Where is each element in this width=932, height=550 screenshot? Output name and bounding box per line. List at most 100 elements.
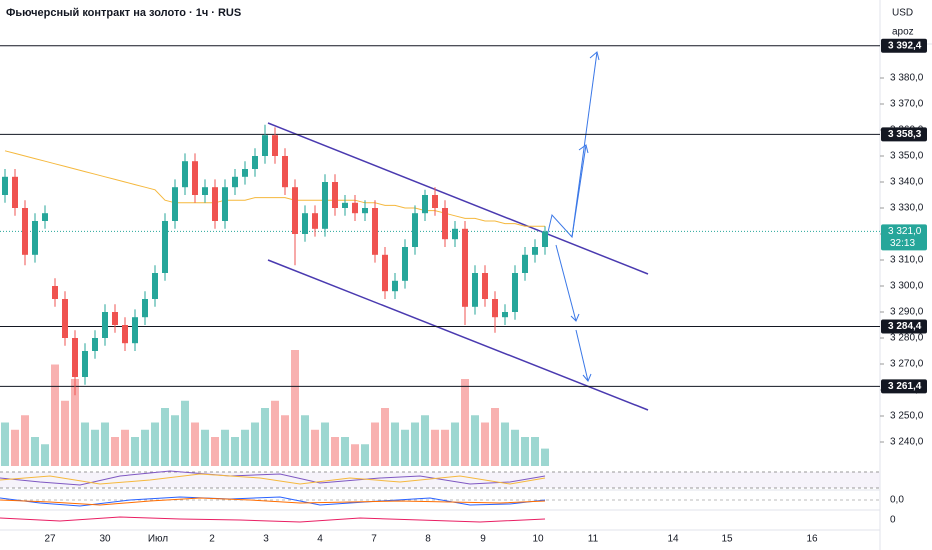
x-tick-label: 8 bbox=[425, 534, 431, 545]
candle-body bbox=[252, 156, 258, 169]
candle-body bbox=[182, 161, 188, 188]
candle-body bbox=[42, 213, 48, 221]
volume-bar bbox=[311, 429, 319, 466]
volume-bar bbox=[31, 437, 39, 466]
volume-bar bbox=[421, 415, 429, 466]
volume-bar bbox=[391, 422, 399, 466]
volume-bar bbox=[1, 422, 9, 466]
y-tick-label: 3 290,0 bbox=[890, 307, 924, 318]
y-tick-label: 3 370,0 bbox=[890, 99, 924, 110]
candle-body bbox=[462, 228, 468, 307]
candle-body bbox=[502, 312, 508, 318]
candle-body bbox=[12, 176, 18, 208]
volume-bar bbox=[351, 444, 359, 466]
candle-body bbox=[482, 273, 488, 299]
volume-bar bbox=[501, 422, 509, 466]
volume-bar bbox=[461, 379, 469, 466]
moving-average bbox=[4, 150, 545, 227]
indicator-label: 0 bbox=[890, 515, 896, 526]
y-tick-label: 3 240,0 bbox=[890, 437, 924, 448]
y-tick-label: 3 280,0 bbox=[890, 333, 924, 344]
volume-bar bbox=[71, 379, 79, 466]
candle-body bbox=[52, 286, 58, 299]
account[interactable]: apoz bbox=[892, 27, 914, 38]
y-tick-label: 3 250,0 bbox=[890, 411, 924, 422]
y-tick-label: 3 330,0 bbox=[890, 203, 924, 214]
volume-bar bbox=[341, 437, 349, 466]
candle-body bbox=[532, 247, 538, 255]
candle-body bbox=[352, 202, 358, 214]
volume-bar bbox=[531, 437, 539, 466]
volume-bar bbox=[541, 448, 549, 466]
volume-bar bbox=[231, 437, 239, 466]
currency[interactable]: USD bbox=[892, 8, 913, 19]
volume-bar bbox=[471, 415, 479, 466]
candle-body bbox=[132, 317, 138, 344]
volume-bar bbox=[11, 429, 19, 466]
candle-body bbox=[432, 195, 438, 208]
candle-body bbox=[172, 187, 178, 221]
volume-bar bbox=[381, 408, 389, 466]
x-tick-label: 4 bbox=[317, 534, 323, 545]
candle-body bbox=[332, 182, 338, 208]
candle-body bbox=[402, 247, 408, 281]
level-label: 3 392,4 bbox=[888, 40, 922, 51]
volume-bar bbox=[161, 408, 169, 466]
level-label: 3 261,4 bbox=[888, 381, 922, 392]
x-tick-label: 7 bbox=[371, 534, 377, 545]
level-label-box bbox=[881, 319, 927, 334]
volume-bar bbox=[261, 408, 269, 466]
candle-body bbox=[302, 213, 308, 234]
x-tick-label: 9 bbox=[480, 534, 486, 545]
y-tick-label: 3 300,0 bbox=[890, 281, 924, 292]
candle-body bbox=[92, 338, 98, 351]
candle-body bbox=[392, 280, 398, 292]
candle-body bbox=[142, 299, 148, 318]
volume-bar bbox=[181, 400, 189, 466]
countdown: 32:13 bbox=[890, 238, 915, 249]
volume-bar bbox=[241, 429, 249, 466]
candle-body bbox=[412, 213, 418, 247]
level-label-box bbox=[881, 38, 927, 53]
volume-bar bbox=[191, 422, 199, 466]
volume-bar bbox=[21, 415, 29, 466]
volume-bar bbox=[141, 429, 149, 466]
x-tick-label: 3 bbox=[263, 534, 269, 545]
candle-body bbox=[112, 312, 118, 325]
volume-bar bbox=[201, 429, 209, 466]
candle-body bbox=[2, 176, 8, 195]
candle-body bbox=[542, 231, 548, 247]
level-label: 3 358,3 bbox=[888, 129, 922, 140]
indicator-label: 0,0 bbox=[890, 495, 904, 506]
x-tick-label: 2 bbox=[209, 534, 215, 545]
volume-bar bbox=[331, 437, 339, 466]
candle-body bbox=[492, 299, 498, 318]
candle-body bbox=[212, 187, 218, 221]
volume-bar bbox=[371, 422, 379, 466]
candle-body bbox=[292, 187, 298, 234]
volume-bar bbox=[111, 437, 119, 466]
volume-bar bbox=[431, 429, 439, 466]
volume-bar bbox=[401, 429, 409, 466]
volume-bar bbox=[81, 422, 89, 466]
volume-bar bbox=[251, 422, 259, 466]
candle-body bbox=[32, 221, 38, 255]
candle-body bbox=[122, 325, 128, 344]
volume-bar bbox=[491, 408, 499, 466]
level-label-box bbox=[881, 127, 927, 142]
volume-bar bbox=[61, 400, 69, 466]
volume-bar bbox=[131, 437, 139, 466]
candle-body bbox=[82, 351, 88, 377]
level-label-box bbox=[881, 379, 927, 394]
candle-body bbox=[162, 221, 168, 273]
x-tick-label: Июл bbox=[148, 534, 168, 545]
candle-body bbox=[202, 187, 208, 195]
candle-body bbox=[372, 208, 378, 255]
chart-title: Фьючерсный контракт на золото · 1ч · RUS bbox=[6, 7, 241, 19]
candle-body bbox=[242, 169, 248, 177]
volume-bar bbox=[291, 350, 299, 466]
candle-body bbox=[342, 202, 348, 208]
volume-bar bbox=[121, 429, 129, 466]
candle-body bbox=[382, 254, 388, 292]
